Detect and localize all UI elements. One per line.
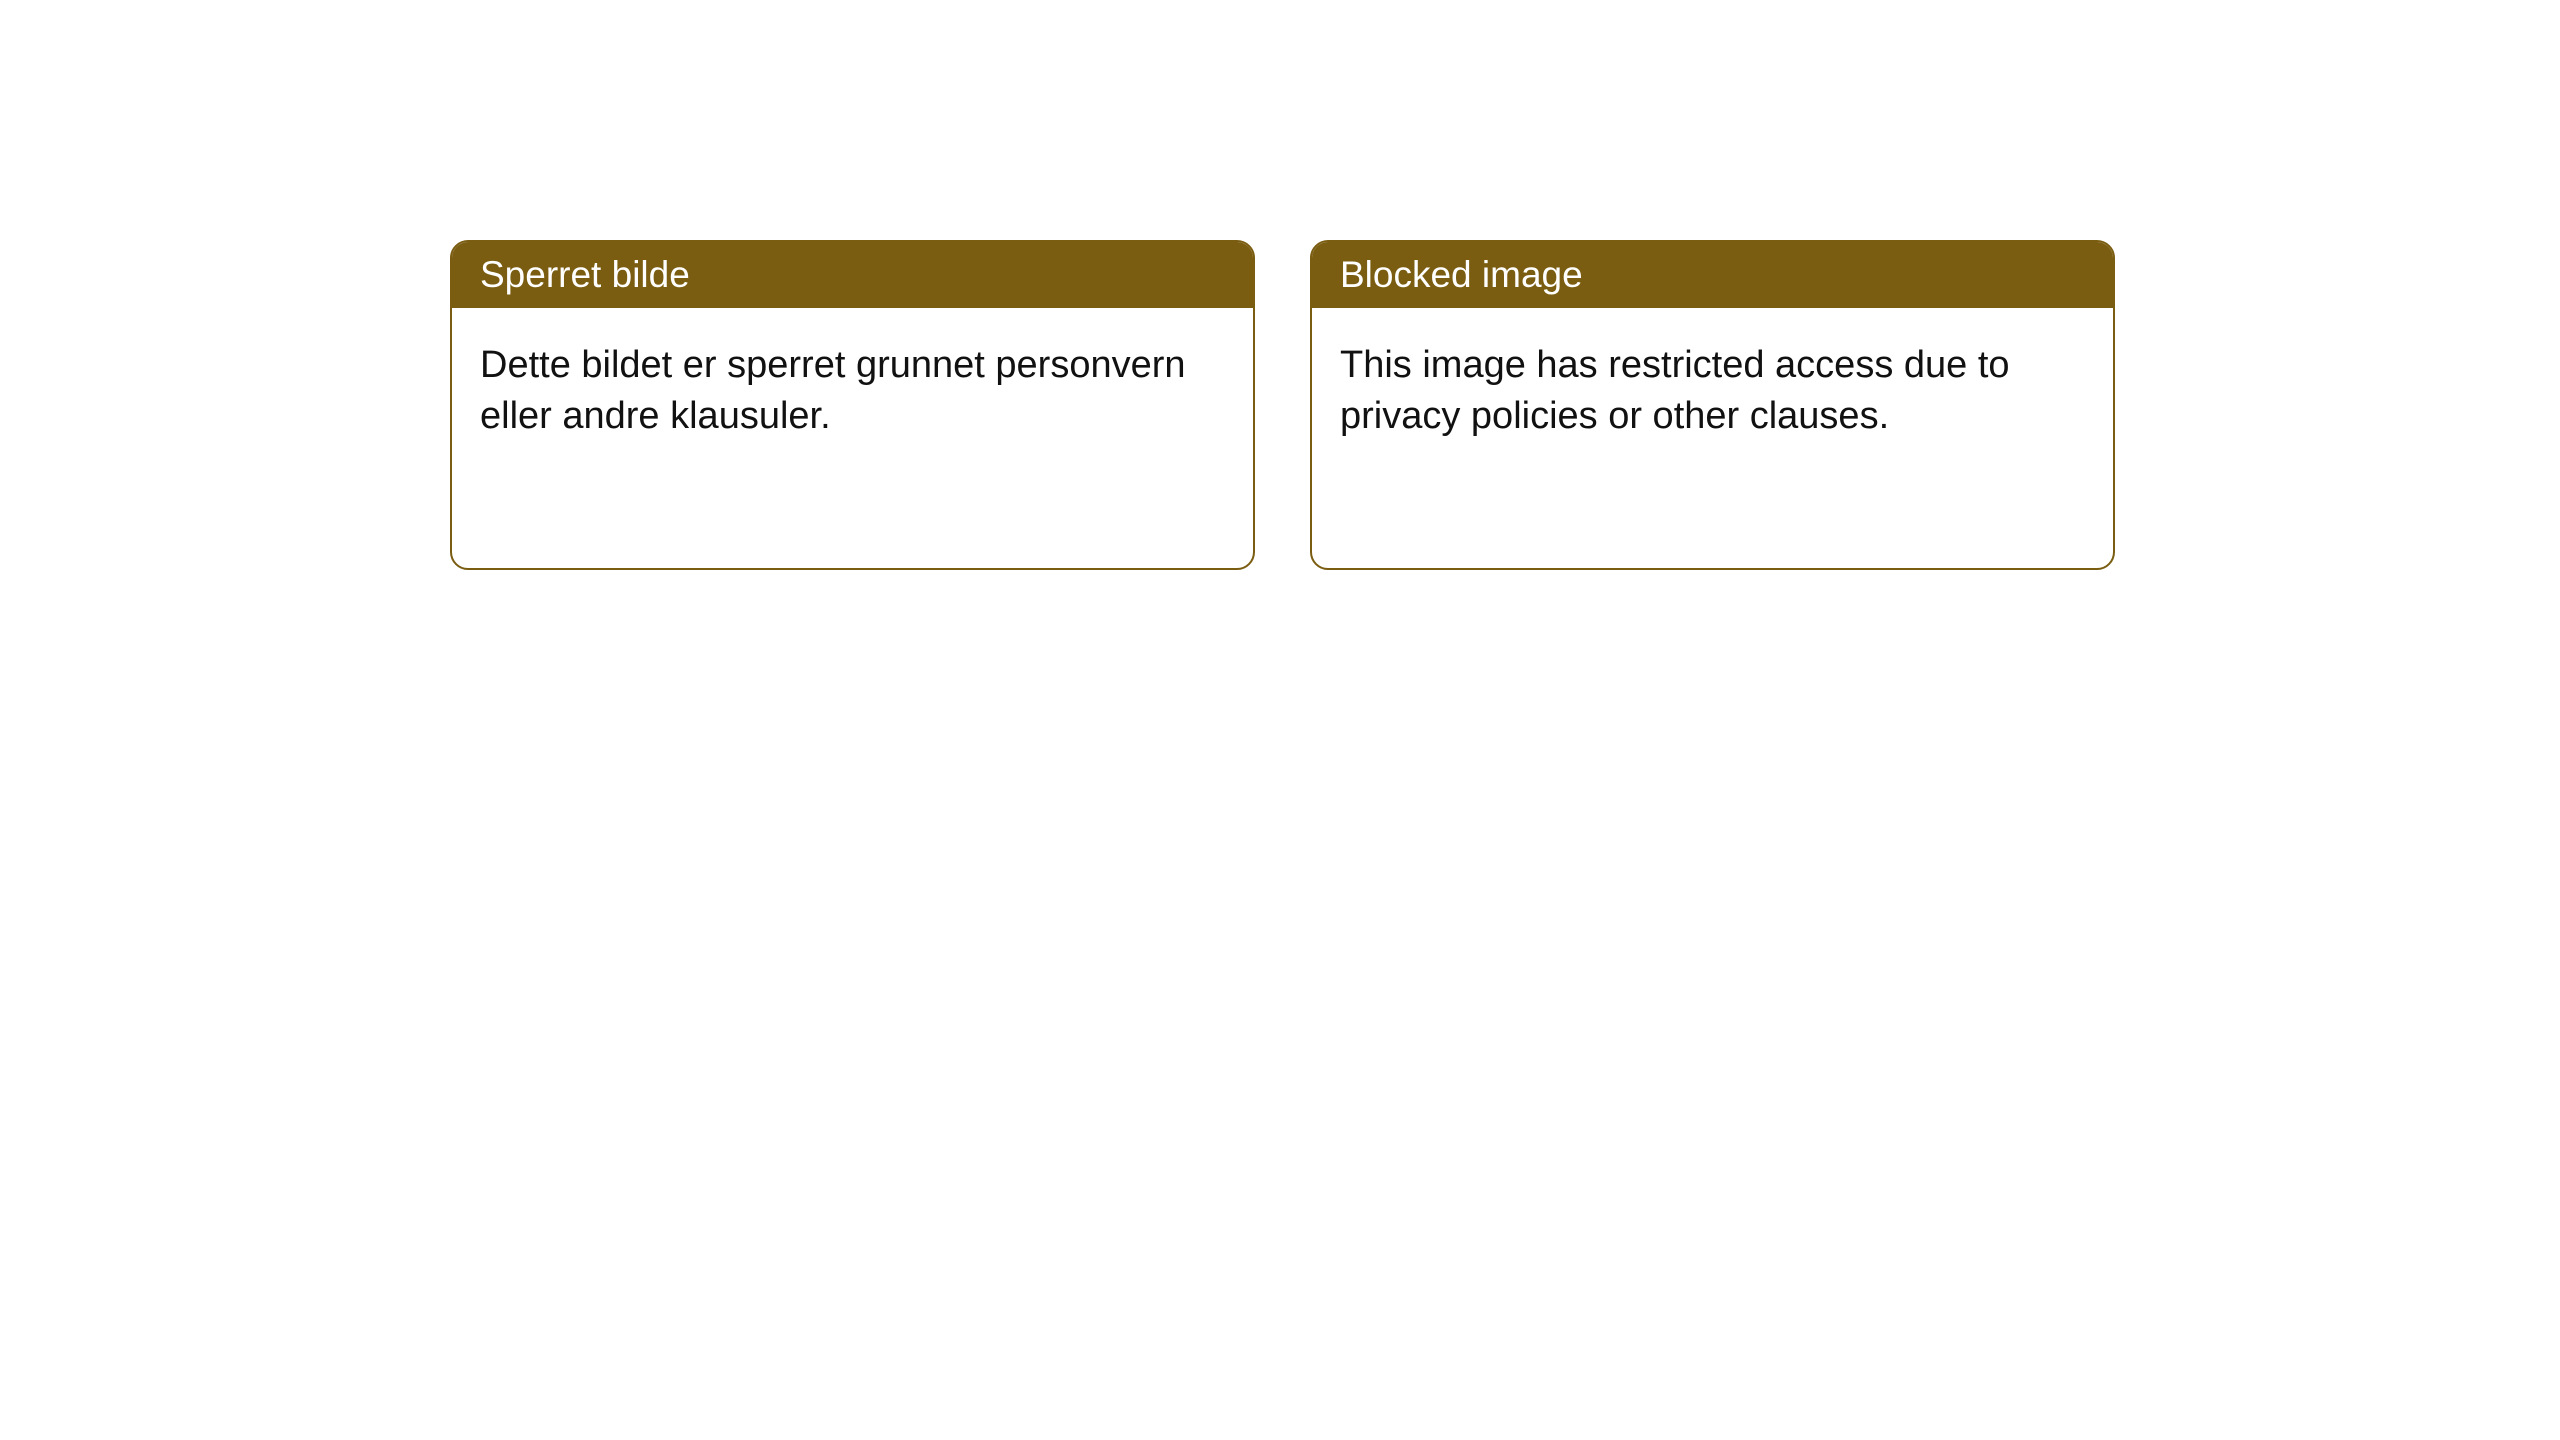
- notice-text: Dette bildet er sperret grunnet personve…: [480, 344, 1186, 437]
- notice-container: Sperret bilde Dette bildet er sperret gr…: [0, 0, 2560, 570]
- notice-title: Blocked image: [1340, 254, 1583, 295]
- notice-body-norwegian: Dette bildet er sperret grunnet personve…: [452, 308, 1253, 568]
- notice-header-norwegian: Sperret bilde: [452, 242, 1253, 308]
- notice-header-english: Blocked image: [1312, 242, 2113, 308]
- notice-text: This image has restricted access due to …: [1340, 344, 2010, 437]
- notice-card-english: Blocked image This image has restricted …: [1310, 240, 2115, 570]
- notice-title: Sperret bilde: [480, 254, 690, 295]
- notice-card-norwegian: Sperret bilde Dette bildet er sperret gr…: [450, 240, 1255, 570]
- notice-body-english: This image has restricted access due to …: [1312, 308, 2113, 568]
